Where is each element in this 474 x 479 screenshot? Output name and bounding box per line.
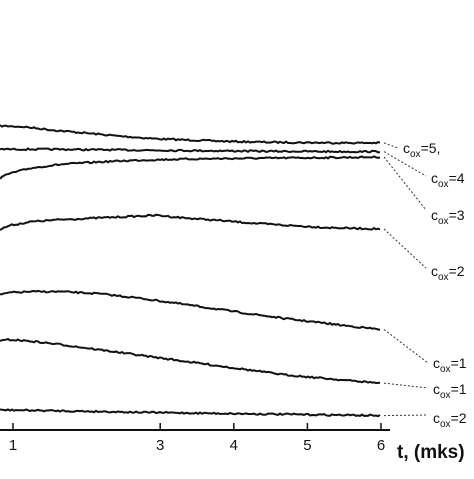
series-label-7: cox=2	[433, 410, 467, 430]
series-line-4	[0, 213, 381, 231]
leaders-group	[383, 142, 429, 417]
leader-line-2	[383, 151, 427, 177]
x-tick-label-5: 5	[303, 437, 311, 454]
leader-line-1	[383, 142, 399, 149]
series-label-3: cox=3	[431, 207, 465, 227]
labels-group: cox=5, cox=4 cox=3 cox=2 cox=1 cox=1 cox=2	[403, 140, 467, 430]
x-axis-title: t, (mks)	[397, 442, 465, 463]
x-tick-label-1: 1	[9, 437, 17, 454]
leader-line-5	[383, 329, 429, 364]
series-line-5	[0, 289, 381, 331]
x-axis: 1 3 4 5 6	[0, 423, 390, 454]
series-label-4: cox=2	[431, 263, 465, 283]
series-label-5: cox=1	[433, 355, 467, 375]
series-line-2	[0, 147, 381, 154]
leader-line-3	[383, 156, 427, 211]
series-line-7	[0, 408, 381, 418]
x-tick-label-6: 6	[377, 437, 385, 454]
series-label-6: cox=1	[433, 381, 467, 401]
leader-line-6	[383, 382, 429, 389]
series-line-3	[0, 155, 381, 180]
series-label-1: cox=5,	[403, 140, 440, 160]
series-line-6	[0, 337, 381, 385]
x-tick-label-3: 3	[156, 437, 164, 454]
series-label-2: cox=4	[431, 170, 465, 190]
x-tick-label-4: 4	[230, 437, 238, 454]
series-line-1	[0, 124, 381, 145]
leader-line-4	[383, 228, 427, 269]
leader-line-7	[383, 414, 429, 417]
curves-group	[0, 124, 381, 418]
